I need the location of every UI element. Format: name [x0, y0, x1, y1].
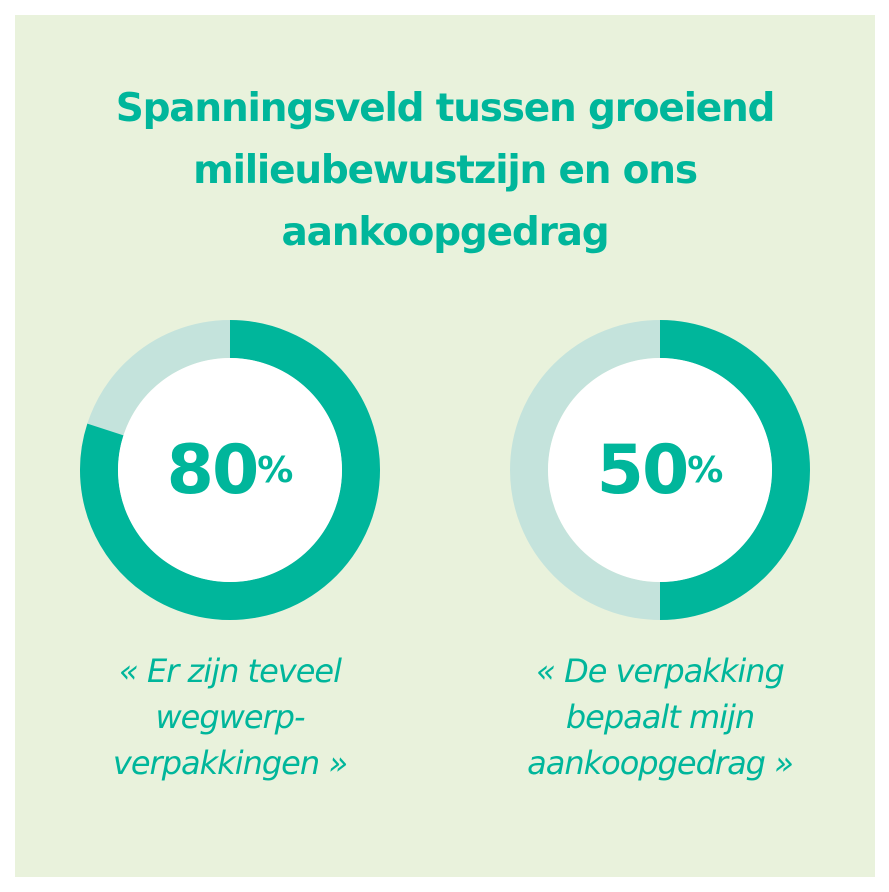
caption-line: « De verpakking — [536, 652, 785, 690]
caption-line: aankoopgedrag » — [527, 744, 794, 782]
donut-chart-50: 50% — [510, 320, 810, 620]
donut-value-arc — [659, 320, 810, 620]
donut-value-unit: % — [687, 450, 723, 491]
donut-value-arc — [80, 320, 380, 620]
donut-center — [548, 358, 772, 582]
title-line-1: Spanningsveld tussen groeiend — [115, 86, 776, 131]
caption-line: wegwerp- — [155, 698, 305, 736]
donut-value-number: 80 — [167, 431, 258, 510]
caption-line: bepaalt mijn — [565, 698, 755, 736]
caption-line: verpakkingen » — [112, 744, 348, 782]
donut-value-label: 80% — [167, 431, 294, 510]
donut-caption-50: « De verpakking bepaalt mijn aankoopgedr… — [480, 648, 840, 786]
donut-caption-80: « Er zijn teveel wegwerp- verpakkingen » — [50, 648, 410, 786]
donut-value-unit: % — [257, 450, 293, 491]
donut-chart-80: 80% — [80, 320, 380, 620]
donut-value-label: 50% — [597, 431, 724, 510]
donut-value-number: 50 — [597, 431, 688, 510]
donut-center — [118, 358, 342, 582]
title-line-2: milieubewustzijn en ons — [193, 148, 698, 193]
caption-line: « Er zijn teveel — [119, 652, 342, 690]
title-line-3: aankoopgedrag — [281, 210, 610, 255]
page-title: Spanningsveld tussen groeiend milieubewu… — [15, 78, 875, 264]
